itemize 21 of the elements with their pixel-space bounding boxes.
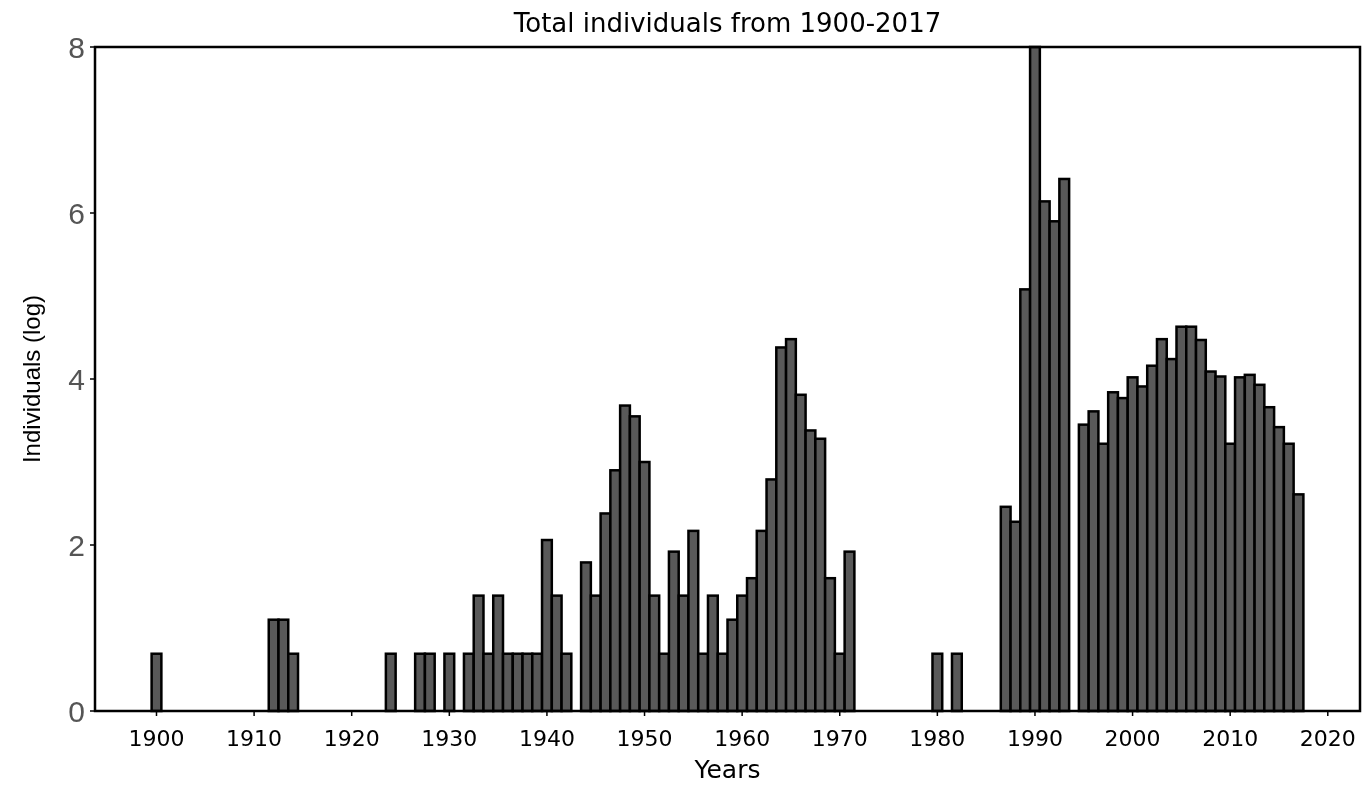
x-tick-label: 2010: [1202, 726, 1259, 751]
x-tick-label: 1940: [518, 726, 575, 751]
y-tick-label: 0: [68, 694, 85, 728]
x-tick-label: 1950: [616, 726, 673, 751]
x-tick-label: 2020: [1299, 726, 1356, 751]
x-tick-label: 1970: [811, 726, 868, 751]
y-axis-title: Individuals (log): [18, 294, 45, 464]
x-tick-label: 1900: [128, 726, 185, 751]
x-axis-title: Years: [693, 755, 761, 784]
x-tick-label: 1930: [421, 726, 478, 751]
y-tick-label: 4: [68, 362, 85, 396]
x-tick-label: 2000: [1104, 726, 1161, 751]
x-tick-label: 1910: [226, 726, 283, 751]
x-tick-label: 1960: [714, 726, 771, 751]
chart-title: Total individuals from 1900-2017: [512, 8, 942, 38]
x-tick-label: 1990: [1006, 726, 1063, 751]
y-tick-label: 8: [68, 30, 85, 64]
x-tick-label: 1980: [909, 726, 966, 751]
y-tick-label: 2: [68, 528, 85, 562]
y-tick-label: 6: [68, 196, 85, 230]
x-tick-label: 1920: [323, 726, 380, 751]
